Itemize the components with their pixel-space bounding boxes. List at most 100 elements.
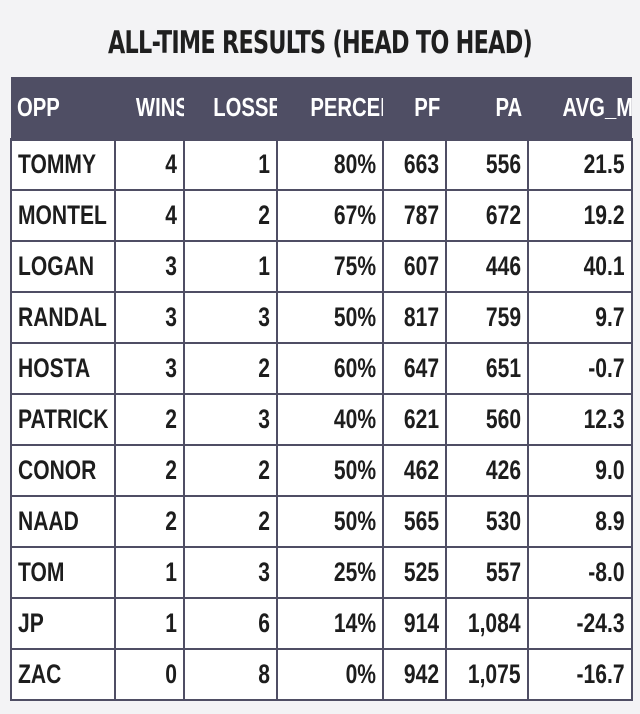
losses-cell: 3 [183,291,278,344]
avg-mrg-cell: 9.7 [527,291,633,344]
column-header-losses[interactable]: LOSSES [213,91,277,122]
percent-cell: 67% [276,189,384,242]
losses-cell: 6 [183,597,278,650]
losses-cell: 2 [183,342,278,395]
percent-cell: 25% [276,546,384,599]
wins-cell: 1 [114,546,185,599]
pa-cell: 759 [445,291,529,344]
percent-cell: 50% [276,444,384,497]
percent-cell: 50% [276,495,384,548]
opp-cell: HOSTA [10,342,116,395]
wins-cell: 1 [114,597,185,650]
opp-cell: NAAD [10,495,116,548]
table-row: PATRICK 2 3 40% 621 560 12.3 [10,393,633,446]
table-row: TOMMY 4 1 80% 663 556 21.5 [10,137,633,191]
wins-cell: 3 [114,240,185,293]
pa-cell: 556 [445,137,529,191]
opp-cell: RANDAL [10,291,116,344]
losses-cell: 2 [183,444,278,497]
column-header-pa[interactable]: PA [495,91,522,122]
percent-cell: 14% [276,597,384,650]
pf-cell: 942 [382,648,447,701]
page-title: ALL-TIME RESULTS (HEAD TO HEAD) [108,25,533,61]
pf-cell: 565 [382,495,447,548]
opp-cell: LOGAN [10,240,116,293]
table-body: TOMMY 4 1 80% 663 556 21.5 MONTEL 4 2 67% 787 672 19.… [10,137,633,701]
pf-cell: 663 [382,137,447,191]
losses-cell: 1 [183,137,278,191]
losses-cell: 2 [183,189,278,242]
pa-cell: 530 [445,495,529,548]
avg-mrg-cell: 40.1 [527,240,633,293]
wins-cell: 2 [114,444,185,497]
opp-cell: JP [10,597,116,650]
wins-cell: 3 [114,342,185,395]
avg-mrg-cell: 19.2 [527,189,633,242]
percent-cell: 80% [276,137,384,191]
pa-cell: 557 [445,546,529,599]
wins-cell: 4 [114,137,185,191]
opp-cell: MONTEL [10,189,116,242]
column-header-avg-mrg[interactable]: AVG_MRG [562,91,632,122]
table-row: JP 1 6 14% 914 1,084 -24.3 [10,597,633,650]
percent-cell: 60% [276,342,384,395]
losses-cell: 8 [183,648,278,701]
pf-cell: 787 [382,189,447,242]
table-row: RANDAL 3 3 50% 817 759 9.7 [10,291,633,344]
percent-cell: 0% [276,648,384,701]
avg-mrg-cell: 21.5 [527,137,633,191]
pa-cell: 1,084 [445,597,529,650]
pa-cell: 1,075 [445,648,529,701]
avg-mrg-cell: -16.7 [527,648,633,701]
opp-cell: CONOR [10,444,116,497]
table-row: MONTEL 4 2 67% 787 672 19.2 [10,189,633,242]
losses-cell: 3 [183,546,278,599]
column-header-wins[interactable]: WINS [135,91,184,122]
pf-cell: 525 [382,546,447,599]
avg-mrg-cell: 9.0 [527,444,633,497]
wins-cell: 2 [114,495,185,548]
percent-cell: 40% [276,393,384,446]
table-header-row: OPP WINS LOSSES PERCENT PF PA AVG_MRG [11,77,632,139]
table-row: NAAD 2 2 50% 565 530 8.9 [10,495,633,548]
avg-mrg-cell: -24.3 [527,597,633,650]
pf-cell: 621 [382,393,447,446]
pa-cell: 426 [445,444,529,497]
pa-cell: 651 [445,342,529,395]
avg-mrg-cell: -0.7 [527,342,633,395]
wins-cell: 2 [114,393,185,446]
opp-cell: TOMMY [10,137,116,191]
percent-cell: 50% [276,291,384,344]
opp-cell: TOM [10,546,116,599]
percent-cell: 75% [276,240,384,293]
pa-cell: 560 [445,393,529,446]
wins-cell: 3 [114,291,185,344]
results-table: OPP WINS LOSSES PERCENT PF PA AVG_MRG TO… [10,77,633,701]
pf-cell: 647 [382,342,447,395]
avg-mrg-cell: -8.0 [527,546,633,599]
table-row: LOGAN 3 1 75% 607 446 40.1 [10,240,633,293]
wins-cell: 4 [114,189,185,242]
column-header-pf[interactable]: PF [414,91,440,122]
column-header-opp[interactable]: OPP [17,91,60,122]
table-row: TOM 1 3 25% 525 557 -8.0 [10,546,633,599]
losses-cell: 1 [183,240,278,293]
opp-cell: ZAC [10,648,116,701]
column-header-percent[interactable]: PERCENT [310,91,383,122]
pf-cell: 607 [382,240,447,293]
pf-cell: 817 [382,291,447,344]
losses-cell: 2 [183,495,278,548]
losses-cell: 3 [183,393,278,446]
avg-mrg-cell: 12.3 [527,393,633,446]
table-row: ZAC 0 8 0% 942 1,075 -16.7 [10,648,633,701]
table-row: CONOR 2 2 50% 462 426 9.0 [10,444,633,497]
avg-mrg-cell: 8.9 [527,495,633,548]
wins-cell: 0 [114,648,185,701]
pf-cell: 462 [382,444,447,497]
pa-cell: 446 [445,240,529,293]
pf-cell: 914 [382,597,447,650]
pa-cell: 672 [445,189,529,242]
opp-cell: PATRICK [10,393,116,446]
table-row: HOSTA 3 2 60% 647 651 -0.7 [10,342,633,395]
